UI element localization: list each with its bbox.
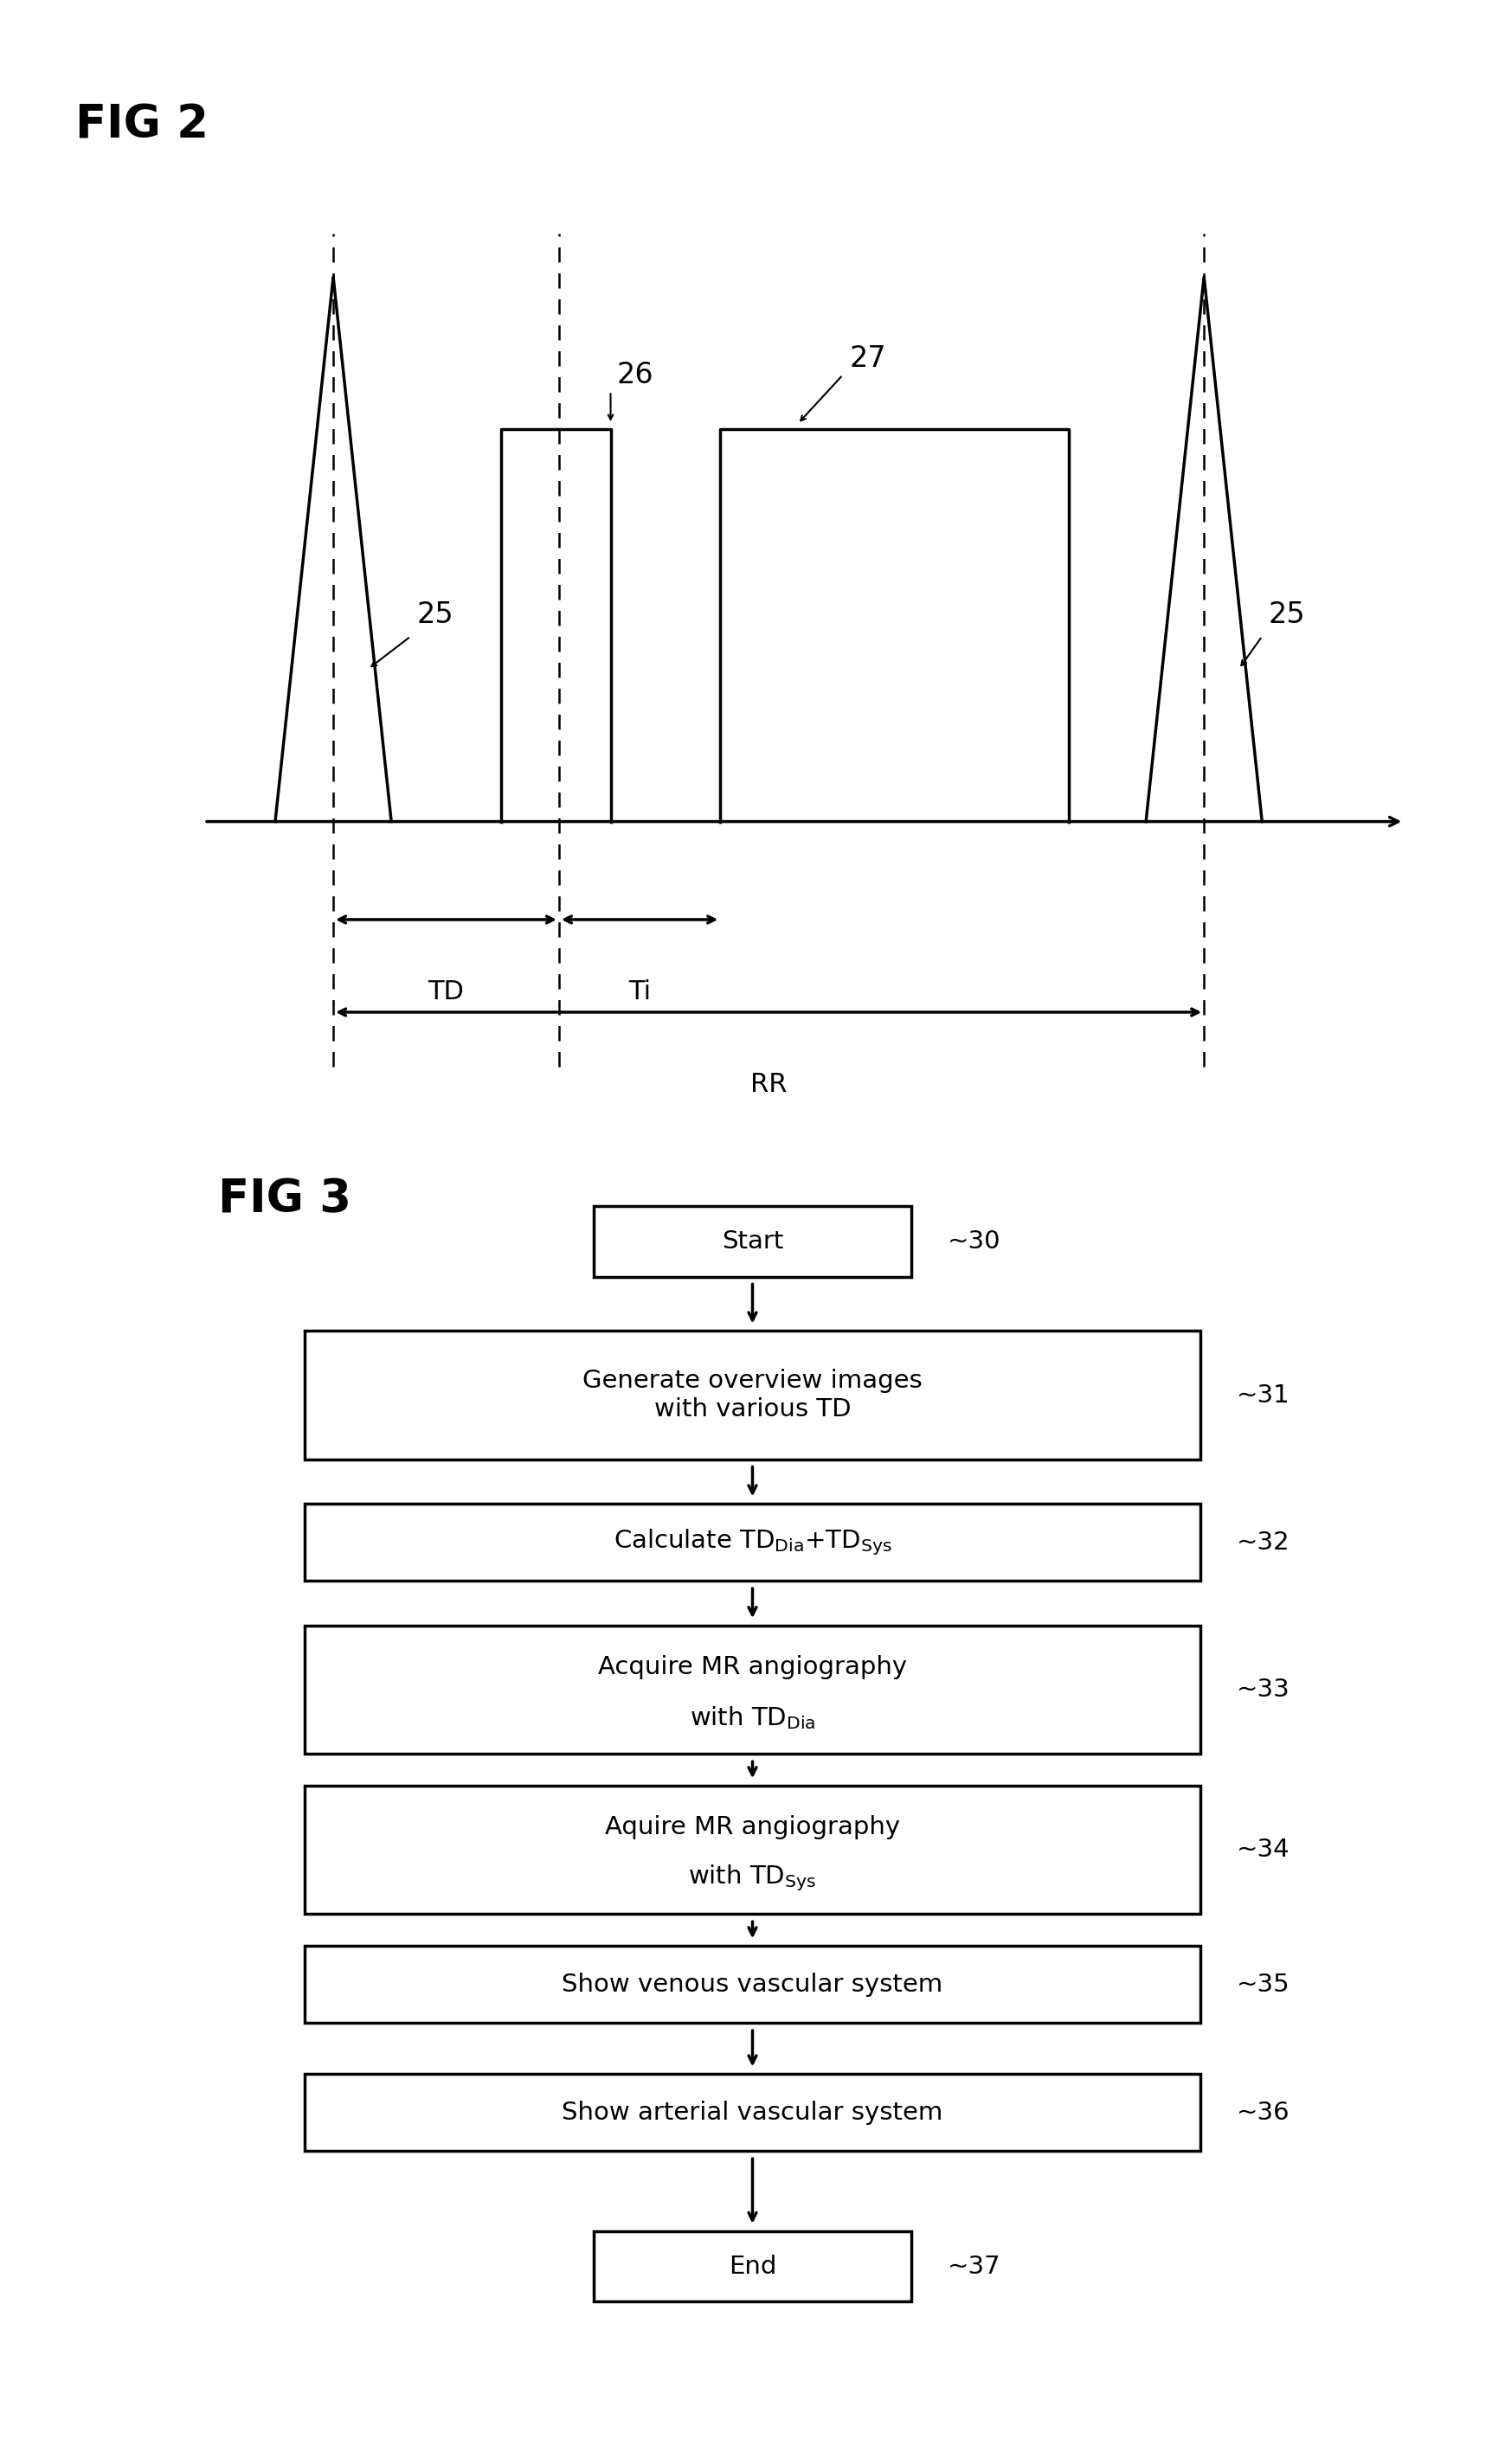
Text: Show arterial vascular system: Show arterial vascular system [561, 2099, 944, 2124]
Text: Show venous vascular system: Show venous vascular system [561, 1971, 944, 1996]
Text: Aquire MR angiography: Aquire MR angiography [605, 1816, 900, 1838]
Text: Calculate $\mathregular{TD_{Dia}}$+$\mathregular{TD_{Sys}}$: Calculate $\mathregular{TD_{Dia}}$+$\mat… [613, 1528, 892, 1557]
Bar [304, 2075, 1201, 2151]
Text: 26: 26 [617, 360, 655, 389]
Text: 27: 27 [849, 345, 886, 372]
Text: ~35: ~35 [1237, 1971, 1290, 1996]
Text: ~32: ~32 [1237, 1530, 1290, 1555]
Text: ~36: ~36 [1237, 2099, 1290, 2124]
Text: End: End [728, 2255, 777, 2279]
Bar [593, 2232, 912, 2301]
Text: FIG 3: FIG 3 [218, 1178, 351, 1222]
Bar [304, 1947, 1201, 2023]
Text: 25: 25 [417, 601, 455, 628]
Text: ~31: ~31 [1237, 1382, 1290, 1407]
Bar [304, 1331, 1201, 1459]
Text: ~34: ~34 [1237, 1838, 1290, 1863]
Text: TD: TD [427, 981, 464, 1005]
Text: 25: 25 [1269, 601, 1305, 628]
Text: ~33: ~33 [1237, 1678, 1290, 1703]
Text: Generate overview images
with various TD: Generate overview images with various TD [582, 1370, 923, 1422]
Bar [304, 1786, 1201, 1915]
Bar [593, 1205, 912, 1276]
Text: ~30: ~30 [948, 1230, 1001, 1254]
Text: with $\mathregular{TD_{Dia}}$: with $\mathregular{TD_{Dia}}$ [689, 1705, 816, 1732]
Text: Ti: Ti [628, 981, 652, 1005]
Text: ~37: ~37 [948, 2255, 1001, 2279]
Text: RR: RR [749, 1072, 787, 1096]
Text: with $\mathregular{TD_{Sys}}$: with $\mathregular{TD_{Sys}}$ [688, 1863, 817, 1892]
Text: Start: Start [721, 1230, 784, 1254]
Bar [304, 1503, 1201, 1582]
Text: FIG 2: FIG 2 [75, 103, 209, 148]
Text: Acquire MR angiography: Acquire MR angiography [597, 1656, 908, 1678]
Bar [304, 1626, 1201, 1754]
